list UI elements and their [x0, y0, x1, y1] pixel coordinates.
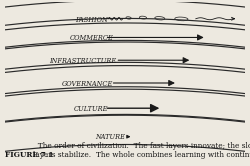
Text: INFRASTRUCTURE: INFRASTRUCTURE	[50, 57, 117, 65]
Text: GOVERNANCE: GOVERNANCE	[62, 80, 113, 88]
Text: NATURE: NATURE	[95, 133, 125, 141]
Text: FASHION: FASHION	[74, 16, 107, 24]
Text: The order of civilization.  The fast layers innovate; the slow
layers stabilize.: The order of civilization. The fast laye…	[32, 142, 250, 160]
Text: FIGURE 7.1: FIGURE 7.1	[5, 151, 54, 160]
Text: CULTURE: CULTURE	[74, 105, 108, 113]
Text: COMMERCE: COMMERCE	[70, 34, 114, 42]
